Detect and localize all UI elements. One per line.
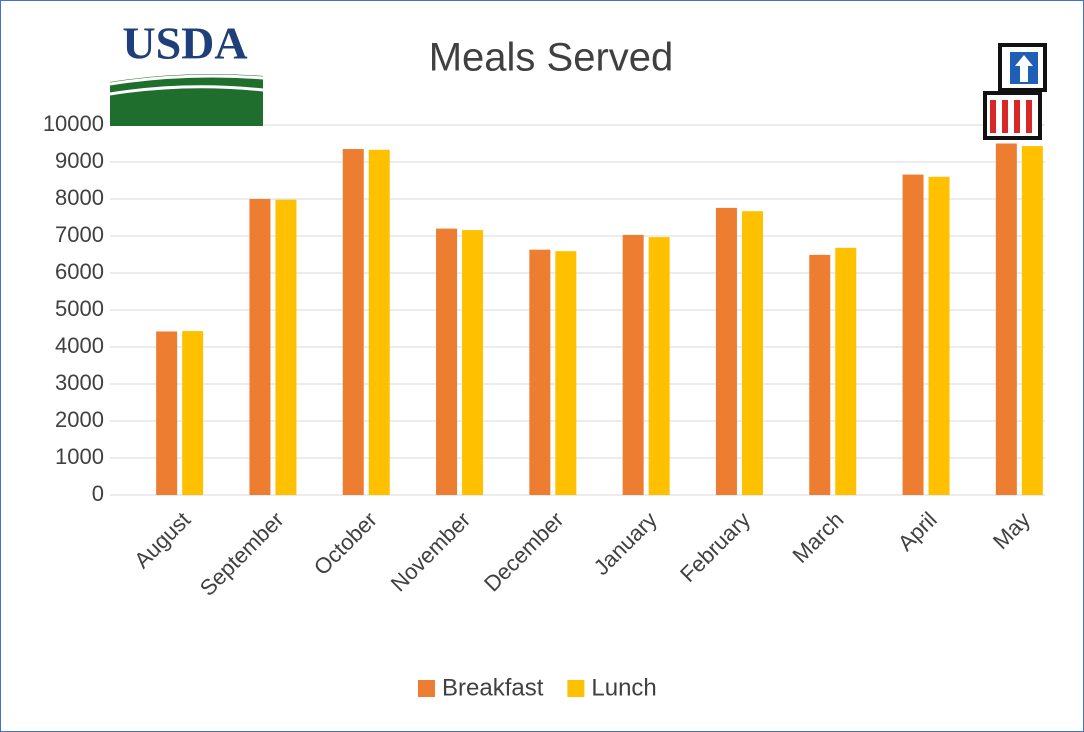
y-tick-label: 6000 bbox=[55, 259, 104, 284]
bar bbox=[436, 228, 458, 495]
legend-label: Lunch bbox=[591, 674, 656, 701]
blocks-logo bbox=[983, 43, 1047, 140]
bar bbox=[529, 249, 551, 495]
logo-text: USDA bbox=[122, 18, 247, 69]
bar bbox=[275, 199, 297, 496]
legend-swatch bbox=[418, 680, 435, 697]
bar bbox=[995, 143, 1017, 495]
y-tick-label: 2000 bbox=[55, 407, 104, 432]
bar bbox=[182, 331, 204, 495]
bar bbox=[928, 176, 950, 496]
bar bbox=[741, 211, 763, 495]
chart-title: Meals Served bbox=[429, 36, 674, 80]
bar bbox=[462, 230, 484, 495]
y-tick-label: 1000 bbox=[55, 444, 104, 469]
bar bbox=[902, 174, 924, 495]
y-tick-label: 0 bbox=[92, 481, 104, 506]
y-tick-label: 8000 bbox=[55, 185, 104, 210]
y-tick-label: 3000 bbox=[55, 370, 104, 395]
usda-logo: USDA bbox=[109, 18, 264, 126]
legend-swatch bbox=[567, 680, 585, 697]
bar bbox=[622, 234, 644, 495]
bar bbox=[342, 149, 364, 496]
bar bbox=[809, 254, 831, 495]
bar bbox=[249, 199, 271, 495]
legend-label: Breakfast bbox=[442, 674, 544, 701]
y-tick-label: 5000 bbox=[55, 296, 104, 321]
bar bbox=[368, 149, 390, 496]
y-tick-label: 10000 bbox=[43, 111, 104, 136]
y-tick-label: 4000 bbox=[55, 333, 104, 358]
bar bbox=[1021, 146, 1043, 495]
y-tick-label: 7000 bbox=[55, 222, 104, 247]
bar bbox=[715, 207, 737, 495]
y-tick-label: 9000 bbox=[55, 148, 104, 173]
bar bbox=[156, 331, 178, 495]
bar bbox=[648, 237, 670, 496]
bar bbox=[835, 247, 857, 495]
bar bbox=[555, 251, 577, 495]
